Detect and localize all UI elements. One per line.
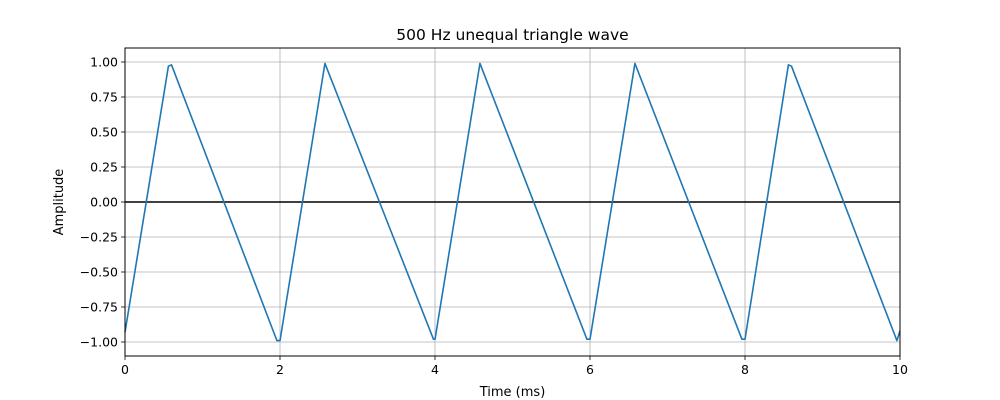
y-tick-label-3: −0.25 xyxy=(80,230,118,245)
x-axis-ticks: 0 2 4 6 8 10 xyxy=(121,356,908,377)
x-tick-label-4: 8 xyxy=(741,362,749,377)
y-axis-ticks: −1.00 −0.75 −0.50 −0.25 0.00 0.25 0.50 0.75 1.00 xyxy=(80,55,125,350)
chart-title: 500 Hz unequal triangle wave xyxy=(396,26,628,44)
y-axis-label: Amplitude xyxy=(52,169,67,236)
y-tick-label-6: 0.50 xyxy=(90,125,118,140)
x-tick-label-5: 10 xyxy=(892,362,908,377)
x-tick-label-3: 6 xyxy=(586,362,594,377)
y-tick-label-2: −0.50 xyxy=(80,265,118,280)
x-tick-label-2: 4 xyxy=(431,362,439,377)
y-tick-label-0: −1.00 xyxy=(80,335,118,350)
x-tick-label-0: 0 xyxy=(121,362,129,377)
series-line-0 xyxy=(124,62,901,342)
y-tick-label-7: 0.75 xyxy=(90,90,118,105)
x-tick-label-1: 2 xyxy=(276,362,284,377)
x-axis-label: Time (ms) xyxy=(479,385,546,400)
y-tick-label-1: −0.75 xyxy=(80,300,118,315)
y-tick-label-4: 0.00 xyxy=(90,195,118,210)
series-group xyxy=(124,62,901,342)
y-tick-label-8: 1.00 xyxy=(90,55,118,70)
y-tick-label-5: 0.25 xyxy=(90,160,118,175)
